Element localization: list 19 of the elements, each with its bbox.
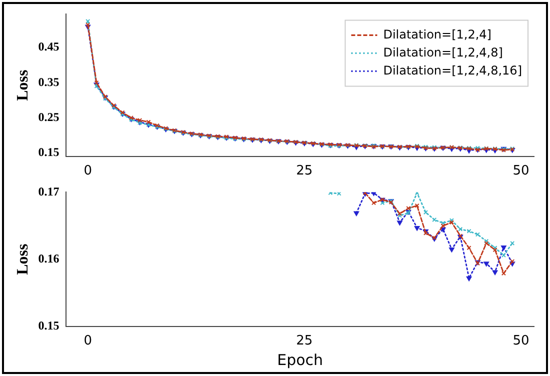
y-axis-title: Loss [14,70,32,101]
legend-label: Dilatation=[1,2,4] [383,27,492,42]
y-tick-label: 0.15 [38,318,60,332]
x-tick-label: 25 [296,334,313,349]
x-tick-label: 25 [296,164,313,179]
x-tick-label: 50 [512,334,530,349]
legend-label: Dilatation=[1,2,4,8,16] [383,63,522,78]
y-tick-label: 0.15 [38,144,60,159]
y-tick-label: 0.17 [38,184,60,198]
x-tick-label: 0 [84,334,92,349]
y-tick-label: 0.25 [38,110,60,124]
x-axis-title: Epoch [277,350,324,369]
legend-label: Dilatation=[1,2,4,8] [383,45,503,60]
y-tick-label: 0.45 [38,40,60,54]
x-tick-label: 50 [512,164,530,179]
x-tick-label: 0 [84,164,92,179]
y-axis-title: Loss [14,244,32,275]
y-tick-label: 0.16 [38,251,60,266]
y-tick-label: 0.35 [38,74,60,89]
